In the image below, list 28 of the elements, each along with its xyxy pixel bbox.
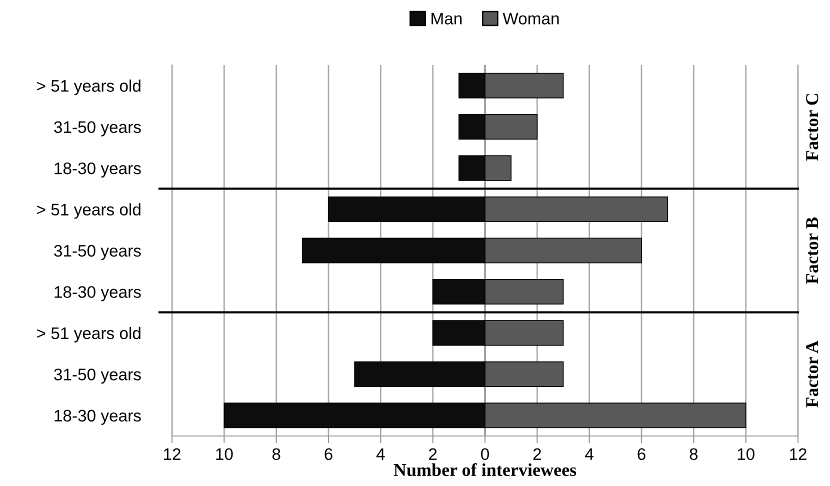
y-tick-label: 18-30 years — [54, 286, 141, 302]
y-tick-label: 18-30 years — [54, 410, 141, 425]
x-tick-label: 2 — [533, 448, 541, 460]
x-tick-label: 10 — [216, 448, 233, 460]
y-tick-label: > 51 years old — [37, 203, 140, 219]
text: Factor C — [806, 94, 818, 161]
legend-label: Woman — [502, 12, 559, 24]
x-tick-label: 4 — [585, 448, 594, 460]
x-tick-label: 6 — [638, 448, 646, 460]
x-tick-label: 12 — [790, 448, 806, 460]
y-tick-label: > 51 years old — [37, 326, 140, 342]
y-tick-label: > 51 years old — [37, 80, 140, 96]
y-tick-label: 18-30 years — [54, 162, 141, 178]
y-tick-label: 31-50 years — [54, 368, 141, 384]
y-tick-label: 31-50 years — [54, 121, 141, 136]
x-axis-title: Number of interviewees — [394, 463, 576, 476]
legend-label: Man — [432, 12, 462, 24]
x-tick-label: 4 — [376, 448, 385, 460]
x-tick-label: 2 — [429, 448, 437, 460]
x-tick-label: 6 — [324, 448, 332, 460]
text: Factor A — [806, 340, 818, 408]
x-tick-label: 8 — [690, 448, 698, 460]
x-tick-label: 8 — [272, 448, 280, 460]
text: Factor B — [806, 217, 818, 284]
x-tick-label: 0 — [481, 448, 489, 460]
x-tick-label: 12 — [164, 448, 180, 460]
x-tick-label: 10 — [738, 448, 754, 460]
y-tick-label: 31-50 years — [54, 244, 141, 260]
